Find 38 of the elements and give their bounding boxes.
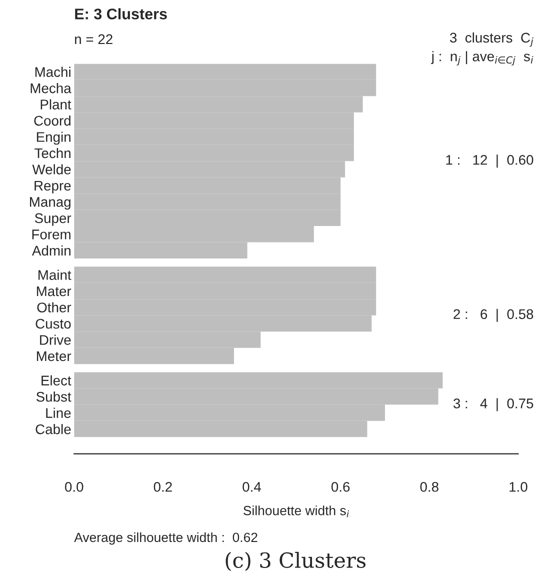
y-tick-label: Line — [46, 408, 71, 418]
text: 3 clusters C$_{j}$ — [450, 32, 534, 47]
y-tick-label: Super — [34, 213, 72, 226]
y-tick-label: Manag — [30, 197, 70, 210]
y-tick-label: Coord — [34, 115, 70, 126]
y-tick-label: Mater — [36, 286, 72, 296]
annotation: 1 : 12 | 0.60 — [446, 154, 534, 168]
x-tick-label: 0.8 — [420, 482, 438, 492]
y-tick-label: Mecha — [30, 83, 72, 94]
annotation: j : n$_{j}$ | ave$_{i∈Cj}$ s$_{i}$ — [431, 51, 534, 66]
y-tick-label: Cable — [36, 424, 71, 434]
y-tick-label: Drive — [40, 334, 71, 345]
y-tick-label: Custo — [36, 318, 71, 329]
x-axis-title: Silhouette width s$_{i}$ — [244, 506, 349, 518]
y-tick-label: Plant — [40, 99, 72, 110]
chart-title: E: 3 Clusters — [75, 8, 167, 20]
x-tick-label: 0.4 — [242, 482, 261, 492]
y-tick-label: Other — [37, 302, 72, 312]
y-tick-label: Welde — [32, 164, 71, 174]
text: (c) 3 Clusters — [226, 552, 366, 571]
x-tick-label: 0.2 — [154, 482, 172, 492]
y-tick-label: Machi — [35, 66, 70, 77]
y-tick-label: Meter — [36, 351, 72, 362]
y-tick-label: Techn — [34, 148, 70, 158]
y-tick-label: Elect — [42, 375, 72, 386]
y-tick-label: Admin — [32, 245, 70, 256]
y-tick-label: Repre — [34, 180, 71, 194]
x-tick-label: 1.0 — [510, 482, 528, 492]
text: n = 22 — [75, 34, 112, 44]
y-tick-label: Maint — [38, 270, 72, 280]
annotation: 3 : 4 | 0.75 — [453, 398, 534, 412]
y-tick-label: Engin — [36, 132, 70, 145]
annotation: 2 : 6 | 0.58 — [454, 308, 534, 322]
x-tick-label: 0.0 — [64, 482, 84, 492]
x-tick-label: 0.6 — [331, 482, 350, 492]
y-tick-label: Forem — [32, 230, 70, 240]
text: Average silhouette width : 0.62 — [74, 532, 258, 545]
y-tick-label: Subst — [36, 392, 72, 402]
